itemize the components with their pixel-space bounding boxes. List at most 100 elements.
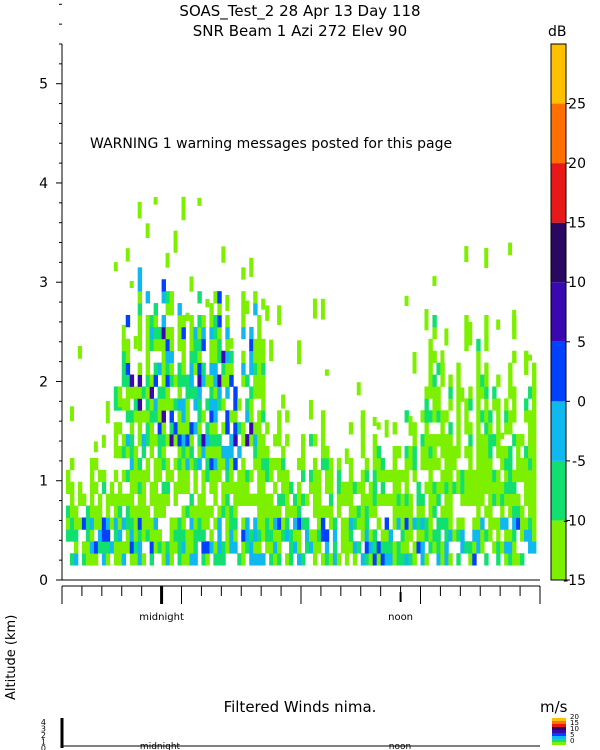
- heatmap-cell: [101, 481, 107, 495]
- heatmap-cell: [209, 529, 214, 542]
- winds-colorbar-segment: [552, 718, 566, 721]
- heatmap-cell: [464, 422, 469, 435]
- heatmap-cell: [221, 350, 226, 364]
- heatmap-cell: [177, 326, 182, 340]
- heatmap-cell: [269, 541, 274, 554]
- heatmap-cell: [464, 446, 469, 459]
- heatmap-cell: [125, 529, 131, 542]
- heatmap-cell: [289, 505, 294, 518]
- heatmap-cell: [121, 553, 127, 566]
- heatmap-cell: [257, 374, 262, 387]
- heatmap-cell: [277, 505, 282, 518]
- heatmap-cell: [528, 481, 533, 495]
- heatmap-cell: [233, 517, 238, 530]
- heatmap-cell: [520, 529, 525, 542]
- heatmap-cell: [460, 529, 465, 542]
- heatmap-cell: [109, 541, 115, 554]
- heatmap-cell: [444, 328, 449, 346]
- heatmap-cell: [316, 481, 322, 495]
- heatmap-cell: [532, 469, 537, 483]
- heatmap-cell: [312, 541, 318, 554]
- heatmap-cell: [464, 314, 469, 328]
- heatmap-cell: [125, 350, 131, 364]
- heatmap-cell: [524, 469, 529, 483]
- heatmap-cell: [209, 338, 214, 352]
- heatmap-cell: [380, 553, 386, 566]
- heatmap-cell: [89, 469, 95, 483]
- winds-colorbar-label: 15: [570, 719, 579, 727]
- colorbar-tick-label: 5: [577, 335, 586, 351]
- heatmap-cell: [113, 446, 119, 459]
- heatmap-cell: [253, 517, 258, 530]
- heatmap-cell: [408, 505, 413, 518]
- heatmap-cell: [201, 446, 206, 459]
- heatmap-cell: [448, 434, 453, 447]
- heatmap-cell: [209, 469, 214, 483]
- heatmap-cell: [217, 517, 222, 530]
- heatmap-cell: [177, 517, 182, 530]
- heatmap-cell: [249, 553, 254, 566]
- heatmap-cell: [225, 457, 230, 471]
- heatmap-cell: [261, 446, 266, 459]
- heatmap-cell: [133, 457, 139, 471]
- heatmap-cell: [117, 517, 123, 530]
- heatmap-cell: [257, 541, 262, 554]
- heatmap-cell: [241, 303, 246, 316]
- heatmap-cell: [229, 350, 234, 364]
- heatmap-cell: [444, 553, 449, 566]
- heatmap-cell: [145, 410, 151, 423]
- heatmap-cell: [85, 553, 91, 566]
- heatmap-cell: [225, 505, 230, 518]
- heatmap-cell: [492, 386, 497, 399]
- heatmap-cell: [448, 469, 453, 483]
- heatmap-cell: [496, 374, 501, 387]
- heatmap-cell: [372, 416, 377, 427]
- heatmap-cell: [105, 517, 111, 530]
- heatmap-cell: [73, 541, 79, 554]
- heatmap-cell: [488, 517, 493, 530]
- heatmap-cell: [241, 529, 246, 542]
- heatmap-cell: [133, 335, 138, 349]
- heatmap-cell: [249, 338, 254, 352]
- heatmap-cell: [89, 541, 95, 554]
- heatmap-cell: [412, 469, 417, 483]
- heatmap-cell: [516, 446, 521, 459]
- heatmap-cell: [101, 469, 107, 483]
- heatmap-cell: [165, 374, 170, 387]
- heatmap-cell: [113, 505, 119, 518]
- heatmap-cell: [249, 362, 254, 375]
- heatmap-cell: [512, 386, 517, 399]
- heatmap-cell: [257, 505, 262, 518]
- heatmap-cell: [109, 517, 115, 530]
- heatmap-cell: [169, 398, 174, 411]
- heatmap-cell: [432, 398, 437, 411]
- heatmap-cell: [492, 481, 497, 495]
- heatmap-cell: [428, 457, 433, 471]
- heatmap-cell: [257, 338, 262, 352]
- heatmap-cell: [217, 457, 222, 471]
- heatmap-cell: [185, 386, 190, 399]
- heatmap-cell: [368, 505, 374, 518]
- heatmap-cell: [213, 517, 218, 530]
- heatmap-cell: [217, 386, 222, 399]
- heatmap-cell: [476, 517, 481, 530]
- heatmap-cell: [217, 469, 222, 483]
- heatmap-cell: [137, 422, 143, 435]
- heatmap-cell: [161, 338, 166, 352]
- heatmap-cell: [205, 398, 210, 411]
- heatmap-cell: [448, 374, 453, 387]
- heatmap-cell: [532, 410, 537, 423]
- heatmap-cell: [408, 457, 413, 471]
- heatmap-cell: [524, 457, 529, 471]
- heatmap-cell: [121, 374, 127, 387]
- heatmap-cell: [137, 434, 143, 447]
- heatmap-cell: [480, 529, 485, 542]
- heatmap-cell: [249, 410, 254, 423]
- heatmap-cell: [308, 399, 313, 420]
- heatmap-cell: [185, 312, 190, 321]
- heatmap-cell: [121, 434, 127, 447]
- heatmap-cell: [89, 529, 95, 542]
- heatmap-cell: [504, 398, 509, 411]
- heatmap-cell: [105, 541, 111, 554]
- heatmap-cell: [380, 457, 386, 471]
